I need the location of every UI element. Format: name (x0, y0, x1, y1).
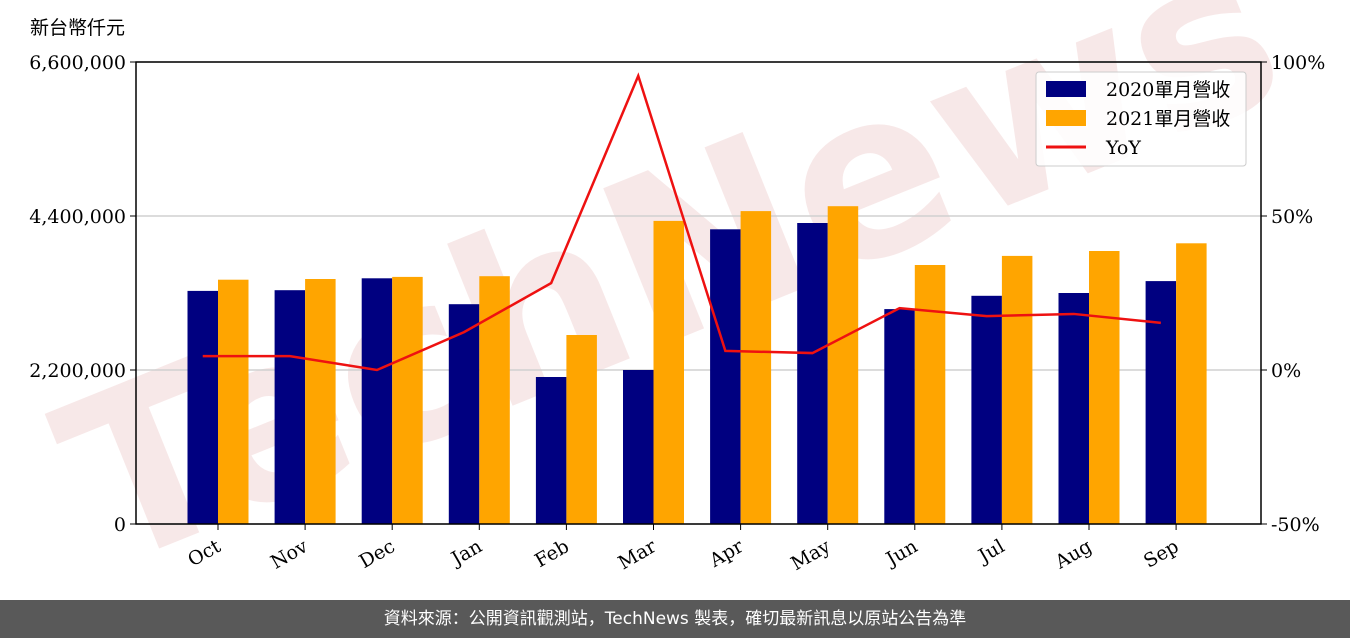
legend-swatch (1046, 81, 1086, 97)
legend-box (1035, 71, 1247, 167)
bar (971, 295, 1002, 524)
bar (1058, 293, 1089, 524)
bar (218, 279, 249, 524)
bar (710, 229, 741, 525)
bar (187, 290, 218, 524)
bar (1001, 255, 1033, 524)
bar (479, 276, 510, 524)
x-tick-label: May (787, 535, 834, 575)
bar (535, 377, 567, 524)
x-tick-label: Dec (356, 535, 399, 573)
x-tick-label: Jun (881, 535, 922, 571)
y-tick-label: 6,600,000 (29, 52, 126, 74)
y-tick-label: 0 (114, 514, 126, 536)
legend-label: 2020單月營收 (1106, 79, 1230, 101)
y-tick-label: 4,400,000 (29, 206, 126, 228)
bar (1145, 281, 1177, 524)
y2-tick-label: 0% (1271, 360, 1301, 382)
bar (1176, 243, 1207, 525)
bar (740, 211, 772, 524)
y-axis-label: 新台幣仟元 (30, 17, 125, 39)
bar (274, 290, 306, 524)
bar (448, 304, 480, 524)
bar (305, 279, 336, 524)
chart: 新台幣仟元 TechNews 02,200,0004,400,0006,600,… (27, 0, 1325, 621)
x-tick-label: Sep (1140, 535, 1183, 572)
bar (1089, 251, 1120, 524)
bar (914, 265, 946, 524)
bar (827, 206, 859, 524)
bar (566, 335, 597, 524)
yoy-line (202, 72, 1161, 372)
bar (623, 370, 654, 524)
bar (361, 278, 393, 524)
legend-swatch (1046, 110, 1086, 126)
plot-frame (135, 61, 1262, 525)
x-tick-label: Aug (1051, 535, 1096, 574)
x-tick-label: Jan (446, 535, 486, 571)
bar (392, 276, 423, 524)
x-tick-label: Mar (614, 535, 660, 574)
footer: 資料來源：公開資訊觀測站，TechNews 製表，確切最新訊息以原站公告為準 (0, 600, 1350, 638)
y2-tick-label: 50% (1271, 206, 1313, 228)
legend-label: YoY (1105, 137, 1141, 159)
bar (797, 223, 828, 524)
bar (653, 220, 684, 524)
x-tick-label: Apr (705, 535, 748, 572)
legend-label: 2021單月營收 (1106, 108, 1230, 130)
y2-tick-label: -50% (1271, 514, 1320, 536)
y-tick-label: 2,200,000 (29, 360, 126, 382)
bar (884, 309, 915, 524)
y2-tick-label: 100% (1271, 52, 1325, 74)
x-tick-label: Feb (531, 535, 573, 572)
x-tick-label: Jul (973, 535, 1008, 568)
